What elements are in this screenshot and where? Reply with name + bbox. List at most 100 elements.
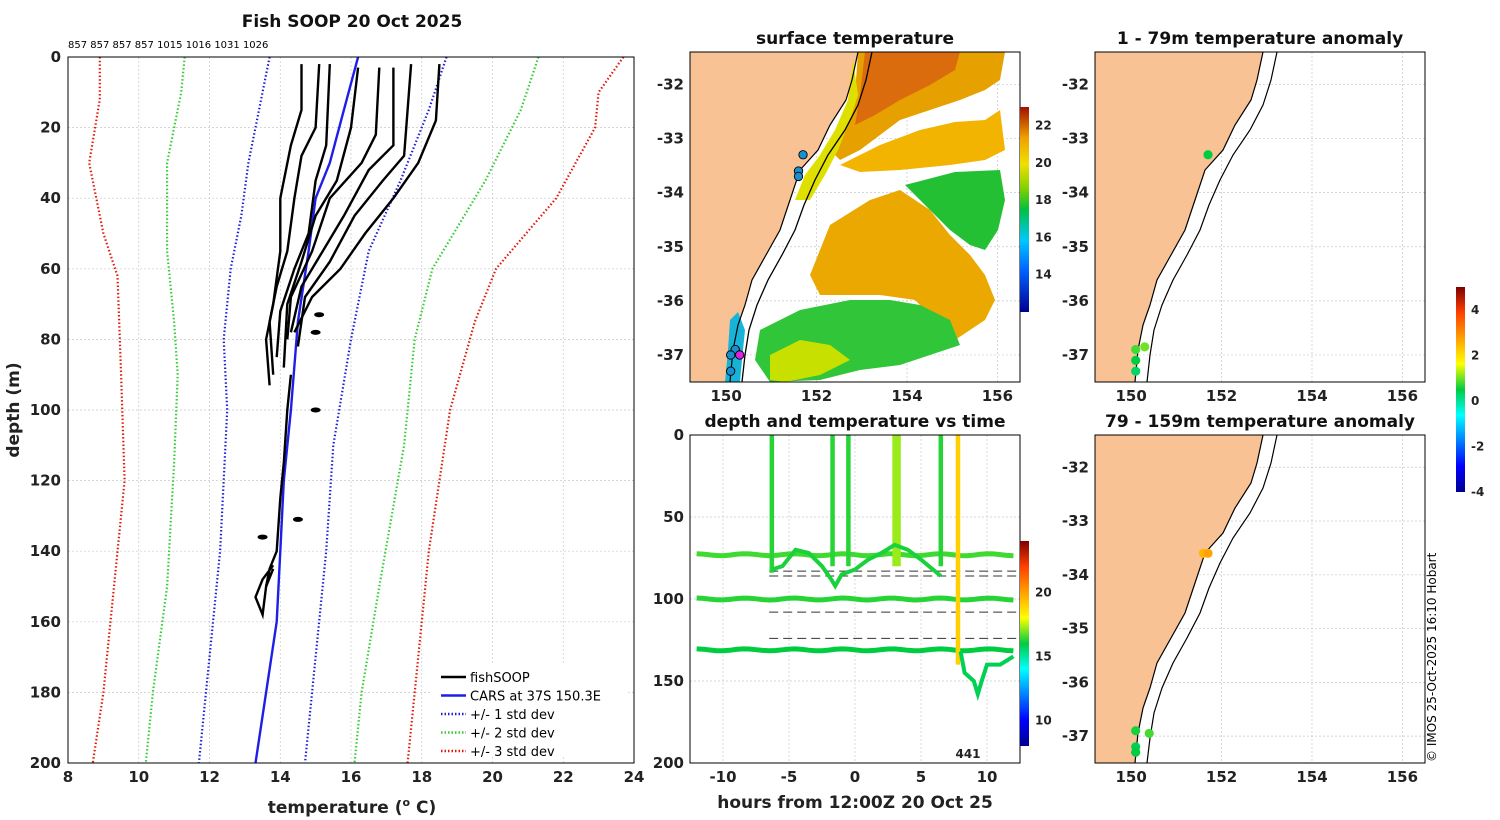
sst-cb-tick: 22 — [1035, 119, 1052, 133]
anom2-frame — [1094, 434, 1426, 764]
a2-ytick: -36 — [1062, 673, 1089, 691]
a2-ytick: -34 — [1062, 566, 1089, 584]
anom1-title: 1 - 79m temperature anomaly — [1117, 29, 1403, 49]
sst-cb-tick: 18 — [1035, 193, 1052, 207]
series-fishsoop — [268, 64, 321, 375]
td-ytick: 150 — [653, 672, 684, 690]
anom-point — [1140, 342, 1150, 352]
a2-xtick: 156 — [1387, 768, 1418, 786]
sst-station — [798, 150, 808, 160]
anom-point — [1203, 548, 1213, 558]
sst-land — [690, 52, 858, 382]
sst-station — [735, 350, 745, 360]
sst-green-east — [905, 170, 1005, 250]
profile-xtick: 12 — [199, 768, 220, 786]
legend-box — [432, 663, 628, 757]
sst-colorbar — [1020, 107, 1029, 312]
anom1-map — [1095, 52, 1278, 382]
a2-xtick: 152 — [1206, 768, 1237, 786]
profile-xtick: 24 — [624, 768, 645, 786]
a1-xtick: 150 — [1116, 387, 1147, 405]
td-ytick: 200 — [653, 754, 684, 772]
td-marks — [696, 435, 1020, 702]
a1-ytick: -33 — [1062, 130, 1089, 148]
sst-orange-central — [810, 190, 995, 340]
anom1-frame — [1094, 51, 1426, 383]
legend-label: fishSOOP — [470, 671, 530, 686]
series-fishsoop — [289, 67, 395, 333]
td-track — [696, 646, 1014, 654]
profile-xtick: 20 — [482, 768, 503, 786]
td-xtick: 10 — [977, 768, 998, 786]
profile-ytick: 120 — [30, 472, 61, 490]
a2-ytick: -32 — [1062, 458, 1089, 476]
sst-stations — [726, 150, 808, 376]
profile-ytick: 20 — [40, 119, 61, 137]
anom-colorbar — [1456, 287, 1465, 492]
profile-blob — [292, 516, 303, 522]
sst-station — [726, 366, 736, 376]
a2-xtick: 154 — [1296, 768, 1327, 786]
series--1-std — [197, 57, 271, 763]
anom1-ticks: 150 152 154 156 -32 -33 -34 -35 -36 -37 — [1062, 75, 1418, 405]
td-xlabel: hours from 12:00Z 20 Oct 25 — [717, 793, 993, 813]
profile-blob — [257, 534, 268, 540]
profile-xlabel: temperature (o C) — [268, 796, 437, 818]
a2-ytick: -35 — [1062, 620, 1089, 638]
anom-cb-tick: 4 — [1471, 303, 1479, 317]
sst-xtick: 154 — [891, 387, 922, 405]
profile-xtick: 16 — [341, 768, 362, 786]
series--2-std — [353, 57, 540, 763]
profile-title: Fish SOOP 20 Oct 2025 — [242, 12, 463, 32]
td-cb-tick: 20 — [1035, 585, 1052, 599]
td-colorbar — [1020, 541, 1029, 746]
profile-ytick: 100 — [30, 401, 61, 419]
anom-deep-panel: 79 - 159m temperature anomaly 150 152 154 1… — [1062, 287, 1484, 786]
td-annotation: 441 — [955, 747, 980, 761]
td-xtick: 0 — [850, 768, 860, 786]
profile-lines — [88, 57, 625, 763]
profile-xtick: 14 — [270, 768, 291, 786]
anom-point — [1131, 726, 1141, 736]
anom1-shelf-line — [1146, 52, 1278, 382]
sst-ytick: -35 — [657, 238, 684, 256]
td-xtick: -10 — [709, 768, 736, 786]
sst-xtick: 156 — [982, 387, 1013, 405]
anom1-coastline — [1134, 52, 1264, 382]
td-colorbar-ticks: 10 15 20 — [1035, 585, 1052, 727]
legend-label: +/- 3 std dev — [470, 745, 555, 760]
anom-point — [1144, 728, 1154, 739]
anom-cb-tick: -4 — [1471, 485, 1484, 499]
profile-frame — [67, 56, 635, 764]
sst-ytick: -34 — [657, 184, 684, 202]
time-depth-panel: depth and temperature vs time -10 -5 0 5 100… — [653, 412, 1052, 813]
sst-ytick: -36 — [657, 292, 684, 310]
profile-xtick: 18 — [411, 768, 432, 786]
profile-ytick: 160 — [30, 613, 61, 631]
td-ytick: 100 — [653, 590, 684, 608]
sst-ticks: 150 152 154 156 -32 -33 -34 -35 -36 -37 — [657, 75, 1013, 405]
anom-cb-tick: -2 — [1471, 439, 1484, 453]
anom1-land — [1095, 52, 1263, 382]
a1-ytick: -35 — [1062, 238, 1089, 256]
profile-ytick: 40 — [40, 189, 61, 207]
series-cars-at-37s-150-3e — [254, 57, 360, 763]
profile-top-numbers: 857 857 857 857 1015 1016 1031 1026 — [68, 40, 268, 51]
td-track — [696, 551, 1014, 559]
sst-yellow-south — [770, 340, 850, 382]
a2-ytick: -37 — [1062, 727, 1089, 745]
anom-cb-tick: 0 — [1471, 394, 1479, 408]
sst-hot-core — [855, 52, 960, 125]
td-xtick: 5 — [916, 768, 926, 786]
sst-colorbar-ticks: 14 16 18 20 22 — [1035, 119, 1052, 282]
profile-ytick: 0 — [51, 48, 61, 66]
td-wave — [771, 542, 943, 590]
td-cb-tick: 15 — [1035, 649, 1052, 663]
anom2-ticks: 150 152 154 156 -32 -33 -34 -35 -36 -37 — [1062, 458, 1418, 786]
td-cb-tick: 10 — [1035, 713, 1052, 727]
anom2-title: 79 - 159m temperature anomaly — [1105, 412, 1415, 432]
anom2-shelf-line — [1146, 435, 1278, 763]
series-fishsoop — [282, 67, 360, 368]
profile-blob — [310, 329, 321, 335]
series-fishsoop — [296, 64, 413, 347]
